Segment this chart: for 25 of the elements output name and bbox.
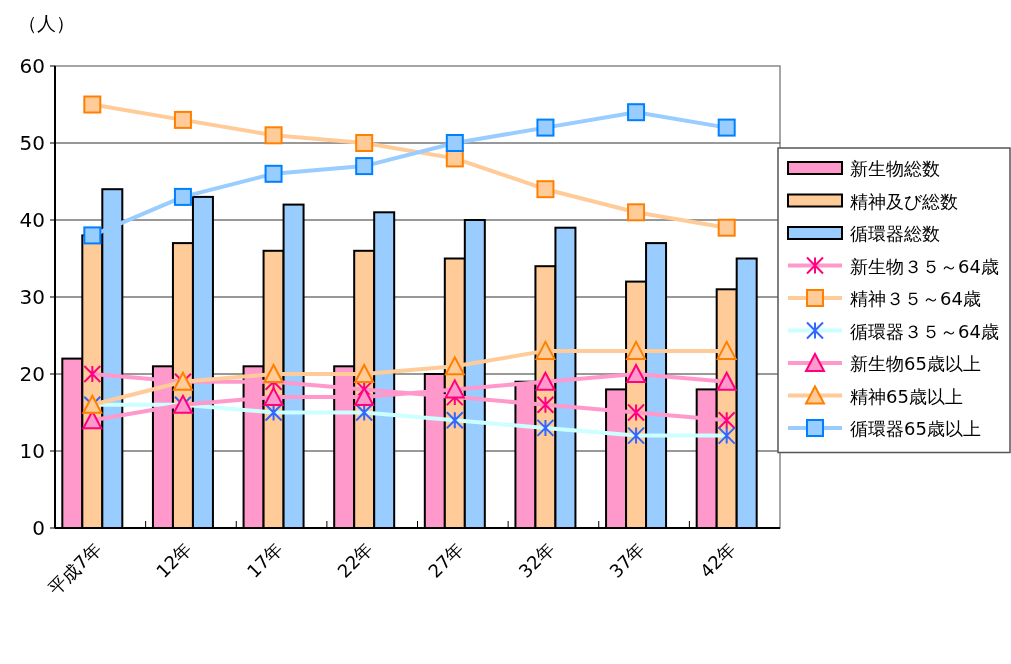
legend-label: 循環器65歳以上	[850, 418, 981, 439]
x-tick-label: 37年	[605, 537, 649, 582]
legend-label: 循環器総数	[850, 223, 940, 244]
y-tick-label: 50	[19, 131, 45, 155]
x-tick-label: 22年	[333, 537, 378, 582]
legend-label: 新生物総数	[850, 158, 940, 179]
legend-label: 循環器３５～64歳	[850, 320, 999, 342]
x-tick-label: 平成7年	[44, 537, 106, 600]
y-tick-label: 20	[19, 362, 45, 386]
x-tick-label: 27年	[423, 537, 468, 582]
legend-label: 新生物３５～64歳	[850, 255, 999, 277]
x-tick-label: 32年	[514, 537, 559, 582]
y-tick-label: 40	[19, 208, 45, 232]
y-axis-title: （人）	[18, 12, 75, 34]
x-tick-label: 12年	[151, 537, 196, 582]
y-tick-label: 60	[19, 54, 45, 78]
y-tick-label: 10	[19, 439, 45, 463]
legend-label: 精神65歳以上	[850, 385, 963, 407]
y-tick-label: 30	[19, 285, 45, 309]
x-tick-label: 17年	[242, 537, 287, 582]
x-tick-label: 42年	[695, 537, 740, 582]
y-tick-label: 0	[32, 516, 45, 540]
legend-label: 新生物65歳以上	[850, 353, 981, 374]
legend-label: 精神及び総数	[850, 190, 958, 212]
legend-label: 精神３５～64歳	[850, 288, 981, 309]
